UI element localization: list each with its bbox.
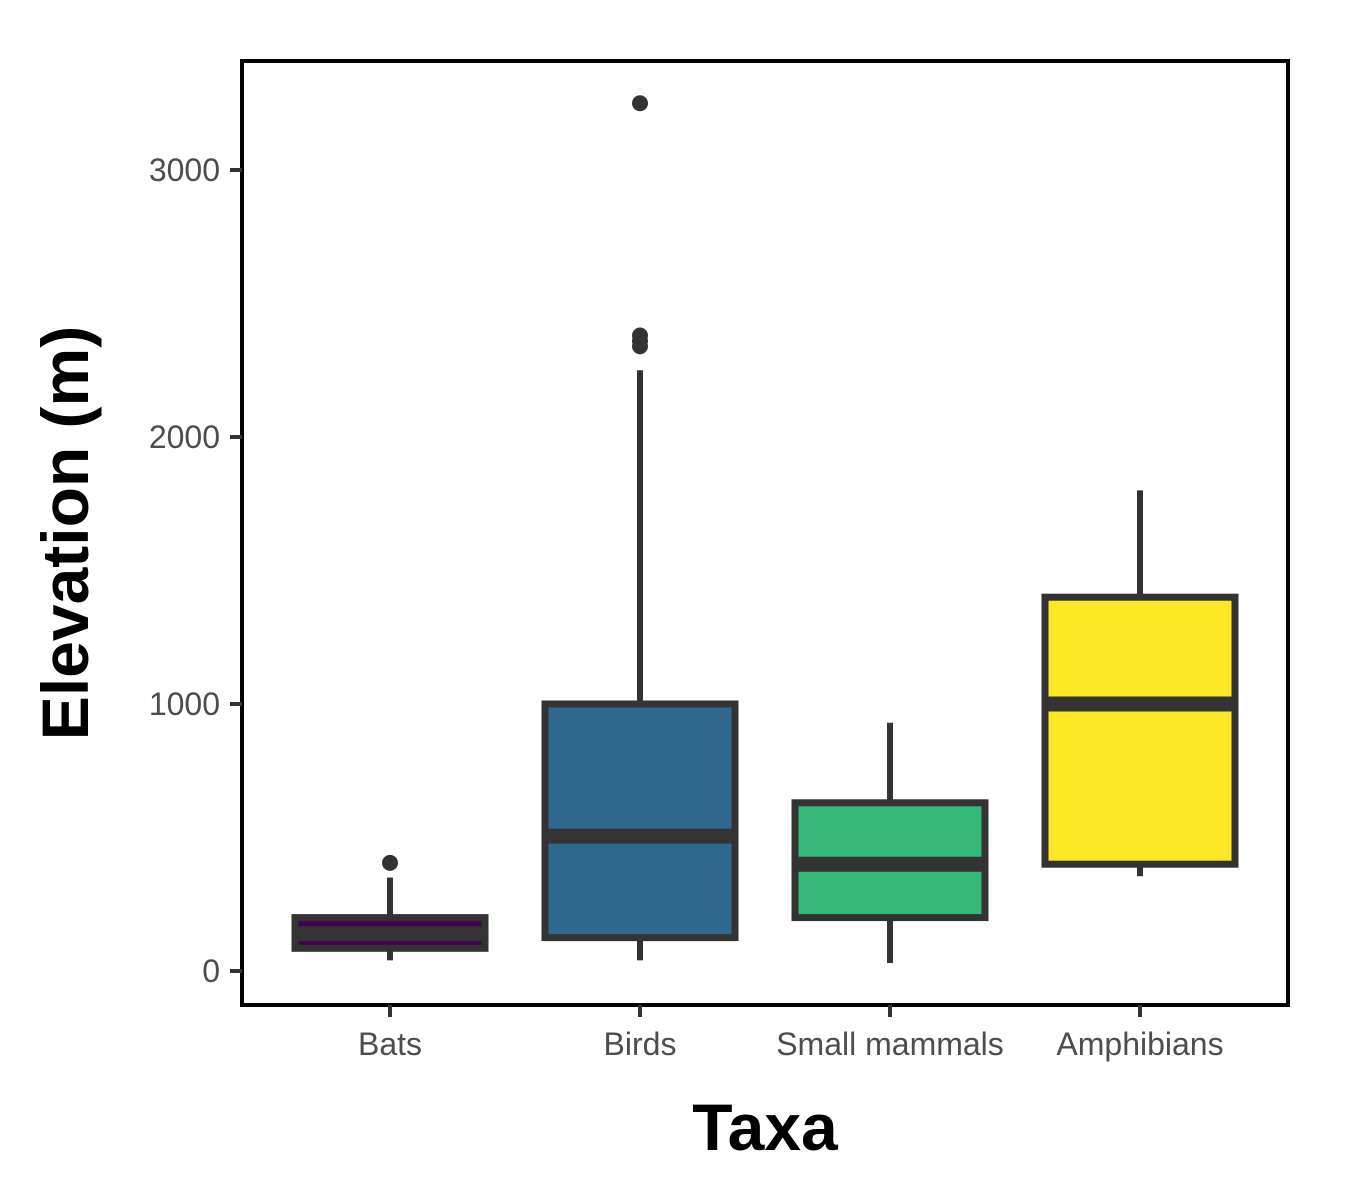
box-small-mammals bbox=[791, 722, 989, 963]
y-axis-title: Elevation (m) bbox=[28, 326, 102, 740]
outlier-point bbox=[632, 327, 648, 344]
y-tick-label: 0 bbox=[202, 953, 220, 989]
x-tick-label: Birds bbox=[604, 1026, 677, 1062]
box-amphibians bbox=[1041, 490, 1239, 877]
x-tick-label: Amphibians bbox=[1056, 1026, 1223, 1062]
box-layer bbox=[291, 95, 1239, 963]
x-axis-title: Taxa bbox=[692, 1090, 839, 1164]
outlier-point bbox=[632, 95, 648, 112]
y-tick-label: 3000 bbox=[149, 152, 220, 188]
x-axis: Bats Birds Small mammals Amphibians bbox=[358, 1005, 1224, 1062]
panel-border bbox=[240, 59, 1290, 1007]
x-tick-label: Bats bbox=[358, 1026, 422, 1062]
y-axis: 0 1000 2000 3000 bbox=[149, 152, 242, 989]
box-body bbox=[1041, 593, 1239, 868]
box-body bbox=[541, 700, 739, 942]
box-bats bbox=[291, 854, 489, 961]
x-tick-label: Small mammals bbox=[776, 1026, 1004, 1062]
outlier-point bbox=[382, 854, 398, 871]
y-tick-label: 1000 bbox=[149, 686, 220, 722]
y-tick-label: 2000 bbox=[149, 419, 220, 455]
box-birds bbox=[541, 95, 739, 961]
